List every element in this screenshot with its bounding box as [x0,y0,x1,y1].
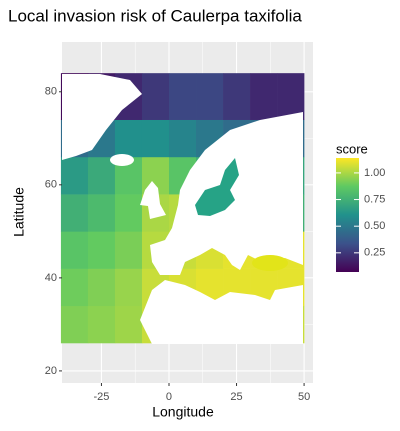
legend-title: score [336,141,368,156]
cell [60,305,89,344]
cell [223,73,251,120]
legend-tick-label: 0.75 [364,193,385,205]
x-tick-label: 50 [298,391,310,403]
britain [140,181,166,219]
cell [60,268,89,307]
cell [141,119,170,158]
cell [87,305,116,344]
legend-tick-label: 0.25 [364,247,385,259]
baltic-sea [195,158,239,216]
cell [250,73,278,120]
y-axis-label: Latitude [11,187,27,237]
iceland [110,154,134,166]
x-axis-label: Longitude [152,404,214,420]
cell [196,73,224,120]
cell [114,305,143,344]
chart-title: Local invasion risk of Caulerpa taxifoli… [8,6,302,25]
axes: -25 0 25 50 20 40 60 80 [45,86,310,403]
cell [87,268,116,307]
y-tick-label: 80 [45,86,57,98]
cell [60,194,89,232]
legend-tick-label: 0.50 [364,220,385,232]
land [62,74,303,344]
black-sea [252,255,288,271]
cell [277,73,305,120]
africa [140,280,303,344]
colorbar [336,158,359,272]
cell [60,231,89,269]
cell [60,156,89,195]
cell [114,231,143,269]
cell [141,73,170,120]
greenland [62,74,142,160]
legend-tick-label: 1.00 [364,167,385,179]
y-tick-label: 40 [45,272,57,284]
x-tick-label: 0 [166,391,172,403]
y-tick-label: 20 [45,365,57,377]
cell [87,156,116,195]
cell [114,194,143,232]
cell [114,119,143,158]
cell [168,119,197,158]
cell [87,231,116,269]
x-tick-label: 25 [230,391,242,403]
cell [114,268,143,307]
cell [87,194,116,232]
y-tick-label: 60 [45,179,57,191]
cell [168,73,197,120]
x-tick-label: -25 [93,391,109,403]
